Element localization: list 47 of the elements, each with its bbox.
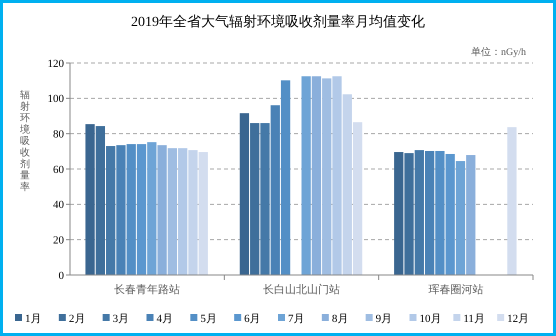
bar (312, 76, 322, 275)
bar (280, 80, 290, 275)
bar (322, 78, 332, 275)
bar (466, 155, 476, 275)
x-tick-label: 珲春圈河站 (428, 283, 484, 296)
bar (352, 122, 362, 275)
legend-label: 3月 (112, 312, 130, 325)
y-tick-label: 20 (53, 234, 64, 247)
y-tick-label: 0 (58, 270, 64, 282)
bar (270, 105, 280, 275)
legend-label: 2月 (68, 312, 86, 325)
bar (507, 127, 517, 275)
bar (116, 145, 126, 275)
bar (332, 76, 342, 275)
y-tick-label: 60 (53, 164, 64, 176)
y-tick-label: 120 (48, 58, 64, 70)
legend-label: 11月 (463, 312, 485, 325)
bar (456, 161, 466, 275)
bar (198, 152, 208, 275)
legend-label: 6月 (244, 312, 261, 325)
text: 辐射环境吸收剂量率 (20, 90, 30, 193)
bar (302, 76, 311, 275)
y-tick-label: 80 (53, 128, 64, 141)
bar (178, 148, 188, 275)
y-tick-label: 40 (53, 199, 64, 212)
y-tick-label: 100 (48, 93, 64, 106)
legend-label: 12月 (507, 312, 530, 325)
text: 单位：nGy/h (471, 46, 526, 58)
x-tick-label: 长春青年路站 (114, 283, 180, 296)
bar (168, 148, 178, 275)
legend-label: 1月 (25, 312, 42, 325)
bar (260, 123, 270, 275)
bar (414, 150, 424, 275)
bar (157, 145, 167, 275)
chart-title: 2019年全省大气辐射环境吸收剂量率月均值变化 (131, 14, 425, 30)
legend-label: 5月 (200, 312, 217, 325)
x-tick-label: 长白山北山门站 (263, 283, 340, 296)
legend-label: 4月 (156, 312, 173, 325)
bar (106, 146, 116, 275)
bar (188, 150, 198, 275)
legend-label: 10月 (420, 312, 442, 325)
legend-label: 7月 (288, 312, 304, 325)
bar (147, 142, 156, 275)
bar (424, 150, 434, 275)
bar (342, 94, 352, 275)
legend-label: 9月 (376, 312, 392, 325)
legend-label: 8月 (332, 312, 348, 325)
